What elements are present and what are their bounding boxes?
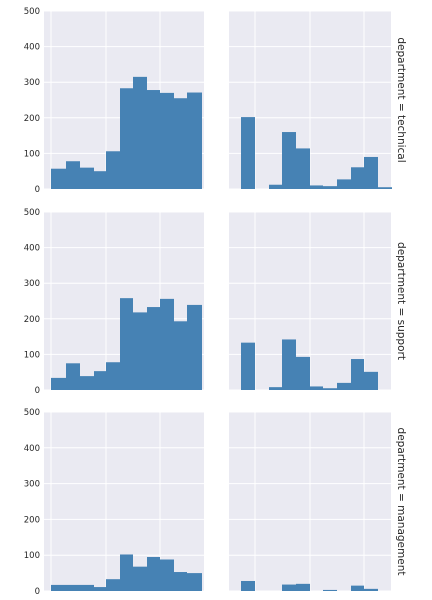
y-tick-label: 300 — [24, 78, 40, 88]
histogram-bar — [364, 156, 378, 189]
histogram-bar — [120, 88, 133, 189]
panel-right-row-0 — [229, 10, 392, 190]
panel-left-row-1 — [44, 211, 204, 391]
y-tick-label: 0 — [35, 185, 40, 195]
histogram-bar — [133, 76, 147, 189]
histogram-bar — [241, 117, 255, 189]
histogram-bar — [241, 342, 255, 390]
y-tick-label: 100 — [24, 350, 40, 360]
histogram-bar — [282, 132, 296, 189]
histogram-bar — [296, 356, 310, 390]
histogram-bar — [187, 92, 202, 189]
facet-row-1: 0 100 200 300 400 500 department = support — [24, 208, 407, 396]
histogram-bar — [66, 363, 80, 390]
histogram-bar — [337, 382, 351, 390]
panel-left-row-2 — [44, 411, 204, 592]
y-tick-label: 0 — [35, 587, 40, 597]
y-tick-label: 500 — [24, 208, 40, 218]
y-tick-label: 300 — [24, 480, 40, 490]
histogram-bar — [147, 90, 160, 189]
histogram-bar — [120, 554, 133, 591]
histogram-bar — [269, 184, 282, 189]
y-tick-label: 500 — [24, 7, 40, 17]
histogram-bar — [147, 556, 160, 591]
histogram-bar — [94, 587, 106, 591]
histogram-bar — [106, 362, 120, 390]
histogram-bar — [160, 559, 174, 591]
histogram-bar — [378, 187, 392, 189]
facet-row-label: department = management — [395, 428, 407, 576]
histogram-bar — [174, 572, 187, 591]
histogram-bar — [66, 161, 80, 189]
facet-row-label: department = technical — [395, 37, 407, 162]
histogram-bar — [296, 148, 310, 189]
panel-right-row-1 — [229, 211, 391, 391]
histogram-bar — [94, 371, 106, 390]
histogram-bar — [364, 588, 378, 591]
histogram-bar — [282, 339, 296, 390]
facet-row-label: department = support — [395, 242, 407, 360]
histogram-bar — [187, 304, 202, 390]
y-tick-label: 300 — [24, 279, 40, 289]
panel-right-row-2 — [229, 411, 391, 592]
histogram-bar — [80, 167, 94, 189]
histogram-bar — [269, 387, 282, 390]
histogram-bar — [310, 386, 323, 390]
histogram-bar — [51, 377, 66, 390]
y-tick-label: 400 — [24, 43, 40, 53]
histogram-bar — [51, 584, 66, 591]
histogram-bar — [282, 584, 296, 591]
y-tick-label: 0 — [35, 386, 40, 396]
histogram-bar — [187, 573, 202, 591]
histogram-bar — [94, 171, 106, 189]
y-tick-label: 500 — [24, 408, 40, 418]
histogram-bar — [106, 579, 120, 591]
histogram-bar — [296, 583, 310, 591]
y-tick-label: 100 — [24, 551, 40, 561]
y-tick-label: 200 — [24, 114, 40, 124]
histogram-bar — [310, 185, 323, 189]
y-tick-label: 400 — [24, 444, 40, 454]
y-tick-label: 100 — [24, 149, 40, 159]
facet-row-0: 0 100 200 300 400 500 department = technical — [24, 7, 407, 195]
histogram-bar — [133, 312, 147, 390]
histogram-bar — [51, 168, 66, 189]
histogram-bar — [351, 585, 364, 591]
histogram-bar — [351, 167, 364, 189]
histogram-bar — [337, 179, 351, 189]
histogram-bar — [323, 186, 337, 189]
histogram-bar — [174, 98, 187, 189]
histogram-bar — [323, 388, 337, 390]
histogram-bar — [323, 589, 337, 591]
histogram-bar — [147, 307, 160, 390]
facet-row-2: 0 100 200 300 400 500 department = management — [24, 408, 407, 597]
histogram-bar — [351, 359, 364, 390]
histogram-bar — [80, 584, 94, 591]
histogram-bar — [174, 321, 187, 390]
histogram-bar — [160, 298, 174, 390]
panel-left-row-0 — [44, 10, 204, 190]
y-tick-label: 200 — [24, 315, 40, 325]
histogram-bar — [66, 584, 80, 591]
histogram-bar — [364, 371, 378, 390]
histogram-bar — [160, 92, 174, 189]
histogram-bar — [120, 298, 133, 390]
histogram-bar — [80, 376, 94, 390]
y-tick-label: 200 — [24, 515, 40, 525]
histogram-bar — [133, 566, 147, 591]
histogram-bar — [241, 580, 255, 591]
y-tick-label: 400 — [24, 244, 40, 254]
histogram-bar — [106, 151, 120, 189]
